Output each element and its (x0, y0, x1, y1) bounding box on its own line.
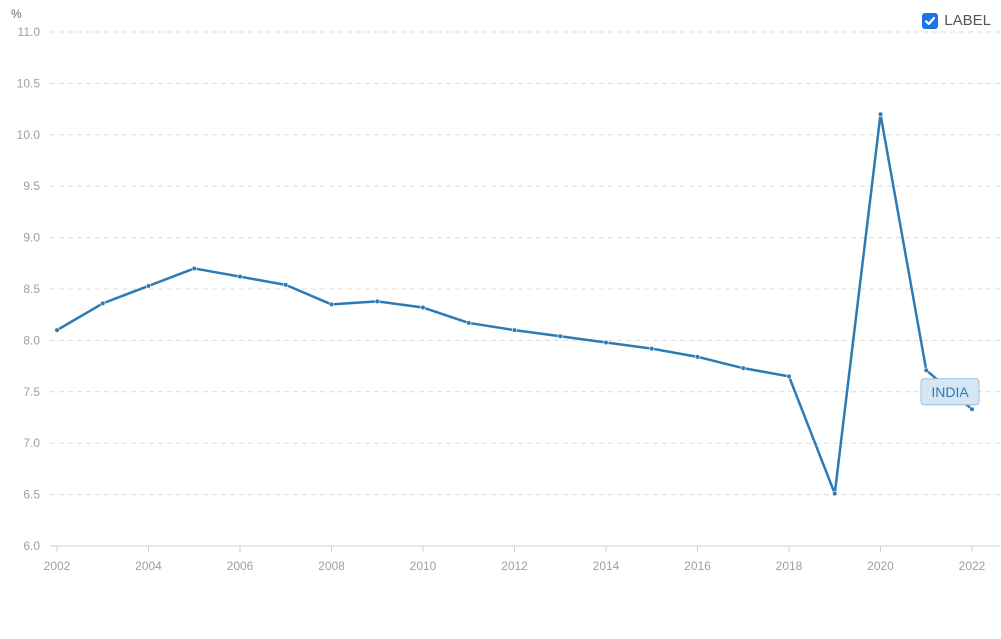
checkbox-checked-icon[interactable] (922, 12, 939, 29)
data-point (603, 339, 609, 346)
x-tick-label: 2014 (593, 559, 620, 573)
series-line (55, 112, 974, 495)
y-tick-label: 8.5 (23, 282, 40, 296)
legend-toggle[interactable]: LABEL (922, 12, 991, 29)
y-tick-label: 8.0 (23, 333, 40, 347)
data-point (694, 354, 701, 360)
x-tick-label: 2016 (684, 559, 711, 573)
series-label-box (920, 378, 980, 406)
y-tick-label: 9.5 (23, 179, 40, 193)
data-point (832, 490, 838, 497)
x-tick-label: 2006 (227, 559, 254, 573)
y-tick-label: 6.0 (23, 539, 40, 553)
x-tick-label: 2008 (318, 559, 345, 573)
x-tick-label: 2004 (135, 559, 162, 573)
y-tick-label: 6.5 (23, 488, 40, 502)
data-point (466, 320, 472, 326)
y-tick-label: 9.0 (23, 231, 40, 245)
data-point (237, 274, 243, 280)
x-tick-label: 2012 (501, 559, 528, 573)
data-point (649, 346, 655, 352)
data-point (740, 365, 746, 371)
data-point (969, 406, 975, 412)
data-point (786, 373, 792, 379)
data-point (328, 301, 335, 308)
data-point (145, 283, 152, 289)
legend-label: LABEL (944, 12, 991, 29)
y-tick-label: 11.0 (18, 25, 41, 39)
data-point (923, 367, 929, 373)
data-point (511, 327, 518, 333)
x-tick-label: 2022 (959, 559, 986, 573)
data-point (191, 265, 197, 272)
x-tick-label: 2018 (776, 559, 803, 573)
data-point (420, 304, 426, 311)
data-point (100, 300, 106, 306)
data-point (283, 282, 289, 288)
x-tick-label: 2002 (44, 559, 71, 573)
data-point (374, 298, 380, 304)
x-tick-label: 2010 (410, 559, 437, 573)
series-name-label: INDIA (931, 384, 969, 400)
data-point (877, 111, 884, 117)
y-tick-label: 7.0 (23, 436, 40, 450)
y-tick-label: 10.0 (17, 128, 41, 142)
x-tick-label: 2020 (867, 559, 894, 573)
data-point (54, 327, 60, 333)
y-tick-label: 10.5 (17, 76, 41, 90)
data-point (557, 333, 563, 339)
y-tick-label: 7.5 (23, 385, 40, 399)
y-unit-label: % (11, 7, 22, 21)
